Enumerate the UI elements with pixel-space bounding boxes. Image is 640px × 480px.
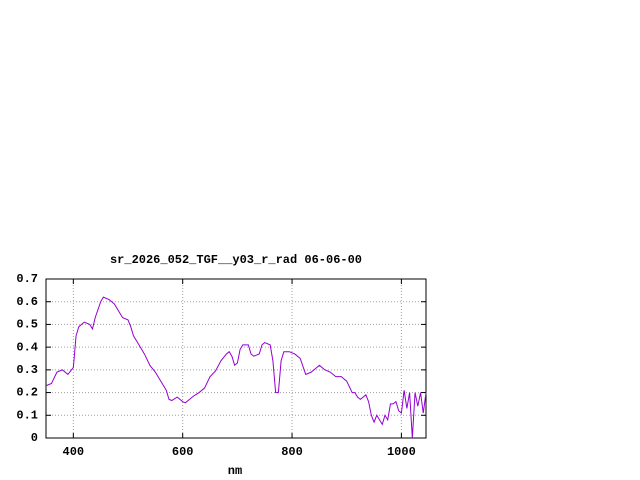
- y-tick-label: 0.6: [16, 295, 38, 309]
- chart-title: sr_2026_052_TGF__y03_r_rad 06-06-00: [110, 253, 362, 267]
- plot-frame: [45, 278, 427, 439]
- y-tick-label: 0: [31, 431, 38, 445]
- y-tick-label: 0.5: [16, 318, 38, 332]
- data-line: [45, 296, 427, 439]
- x-tick-label: 400: [63, 445, 85, 459]
- x-tick-label: 800: [281, 445, 303, 459]
- y-tick-label: 0.7: [16, 272, 38, 286]
- x-tick-label: 1000: [387, 445, 416, 459]
- x-tick-label: 600: [172, 445, 194, 459]
- y-tick-label: 0.3: [16, 363, 38, 377]
- y-tick-label: 0.4: [16, 340, 38, 354]
- x-axis-label: nm: [228, 464, 242, 478]
- y-tick-label: 0.2: [16, 386, 38, 400]
- y-tick-label: 0.1: [16, 408, 38, 422]
